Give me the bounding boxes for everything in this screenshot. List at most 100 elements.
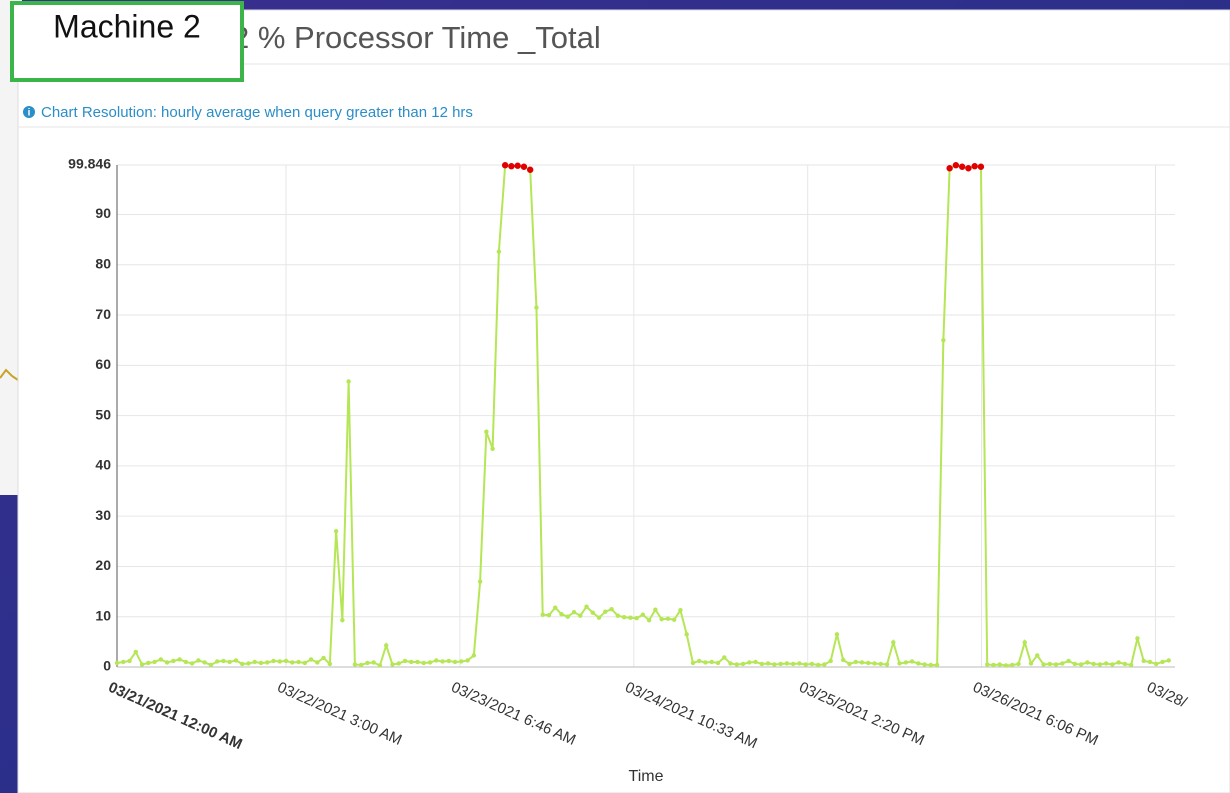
data-point <box>1091 661 1096 667</box>
data-point <box>1078 662 1084 667</box>
chart-panel <box>17 9 1230 793</box>
data-point <box>1103 661 1109 666</box>
data-point <box>396 661 401 666</box>
data-point <box>646 618 652 623</box>
data-point <box>484 429 489 434</box>
data-point <box>891 640 896 645</box>
data-point <box>501 162 509 169</box>
data-point <box>903 660 909 665</box>
data-point <box>1066 658 1071 664</box>
data-point <box>202 660 207 665</box>
data-point <box>941 337 946 343</box>
data-point <box>534 305 539 310</box>
data-point <box>1147 659 1153 665</box>
data-point <box>346 379 351 384</box>
data-point <box>797 661 802 666</box>
data-point <box>659 617 664 622</box>
data-point <box>841 657 846 663</box>
data-point <box>590 610 595 615</box>
data-point <box>615 613 621 618</box>
data-point <box>1035 653 1040 658</box>
data-point <box>114 660 120 666</box>
data-point <box>471 653 477 658</box>
data-point <box>277 659 282 664</box>
data-point <box>703 660 708 665</box>
data-point <box>540 612 545 617</box>
y-tick-label: 90 <box>95 205 111 221</box>
back-line <box>0 368 19 381</box>
data-point <box>290 660 295 665</box>
y-tick-label: 10 <box>95 607 111 623</box>
data-point <box>1116 660 1121 665</box>
data-point <box>434 658 439 663</box>
data-point <box>753 659 758 665</box>
data-point <box>578 613 583 618</box>
data-point <box>559 612 564 617</box>
data-point <box>402 658 408 664</box>
data-point <box>603 609 608 614</box>
data-point <box>158 657 164 662</box>
data-point <box>271 658 276 664</box>
data-point <box>258 660 264 666</box>
overlay-label: Machine 2 <box>53 8 201 44</box>
data-point <box>853 659 858 665</box>
data-point <box>214 659 220 664</box>
data-point <box>1016 661 1021 667</box>
data-point <box>409 659 414 665</box>
data-point <box>1135 636 1140 641</box>
y-tick-label: 40 <box>95 457 111 473</box>
data-point <box>446 658 451 664</box>
data-point <box>665 616 671 621</box>
data-point <box>596 615 602 620</box>
data-point <box>520 163 528 170</box>
data-point <box>164 660 170 665</box>
data-point <box>508 163 515 170</box>
data-point <box>946 165 953 172</box>
data-point <box>208 662 214 668</box>
data-point <box>584 604 589 609</box>
data-point <box>815 662 821 668</box>
data-point <box>884 662 890 667</box>
data-point <box>377 663 383 668</box>
data-point <box>609 606 614 612</box>
data-point <box>784 661 790 666</box>
data-point <box>1141 658 1146 664</box>
data-point <box>1053 662 1059 667</box>
data-point <box>715 660 721 666</box>
data-point <box>496 249 502 254</box>
data-point <box>977 163 985 170</box>
chart-title: 2 % Processor Time _Total <box>232 20 601 55</box>
overlay-box <box>10 1 244 82</box>
data-point <box>315 660 320 665</box>
data-point <box>872 661 877 666</box>
y-tick-label: 99.846 <box>68 156 111 172</box>
data-point <box>459 659 464 664</box>
data-point <box>772 662 777 667</box>
data-point <box>546 613 552 618</box>
data-point <box>1022 640 1027 645</box>
data-point <box>1003 663 1009 668</box>
data-point <box>183 659 189 665</box>
data-point <box>139 662 145 667</box>
data-point <box>722 655 727 660</box>
data-point <box>678 607 683 613</box>
data-point <box>690 660 696 666</box>
data-point <box>958 163 966 170</box>
data-point <box>283 658 289 664</box>
data-point <box>709 659 714 665</box>
data-point <box>383 643 389 648</box>
data-point <box>778 661 783 667</box>
data-point <box>340 618 345 623</box>
data-point <box>653 607 658 612</box>
data-point <box>371 660 376 665</box>
y-tick-label: 50 <box>95 406 111 422</box>
data-point <box>1085 660 1090 665</box>
data-point <box>365 660 370 666</box>
data-point <box>671 617 677 622</box>
data-point <box>866 660 871 666</box>
data-point <box>333 529 339 534</box>
data-point <box>465 658 470 663</box>
data-point <box>553 605 558 610</box>
data-point <box>1010 662 1015 668</box>
data-point <box>146 660 151 666</box>
